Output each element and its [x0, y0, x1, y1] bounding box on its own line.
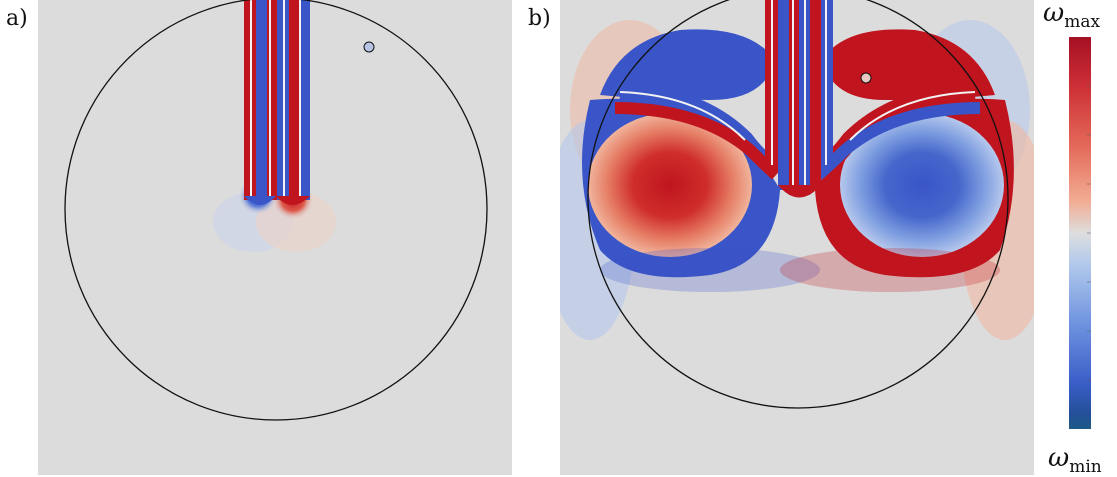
probe-marker: [860, 72, 872, 84]
upper-left-blue-lobe: [600, 29, 775, 100]
domain-boundary-circle: [587, 0, 1009, 409]
panel-a-label: a): [6, 6, 28, 31]
colorbar-gradient: [1069, 37, 1091, 429]
colorbar-min-label: ωmin: [1048, 445, 1102, 476]
colorbar-svg: [1069, 37, 1091, 429]
max-subscript: max: [1064, 12, 1101, 33]
vorticity-field-panel-b: [560, 0, 1034, 475]
right-vortex-core: [840, 113, 1004, 257]
vorticity-field-a-svg: [38, 0, 512, 475]
panel-b-label: b): [528, 6, 551, 31]
left-vortex-core: [588, 113, 752, 257]
max-symbol: ω: [1043, 0, 1065, 28]
min-symbol: ω: [1048, 443, 1070, 473]
colorbar-ticks: [1087, 85, 1091, 381]
domain-boundary-circle: [64, 0, 488, 421]
jet-and-shear-layers: [614, 0, 981, 198]
colorbar-max-label: ωmax: [1043, 0, 1100, 31]
min-subscript: min: [1069, 457, 1102, 477]
colorbar: [1069, 37, 1091, 429]
vorticity-field-panel-a: [38, 0, 512, 475]
probe-marker: [363, 41, 375, 53]
vorticity-field-b-svg: [560, 0, 1034, 475]
jet-strips: [244, 0, 310, 205]
